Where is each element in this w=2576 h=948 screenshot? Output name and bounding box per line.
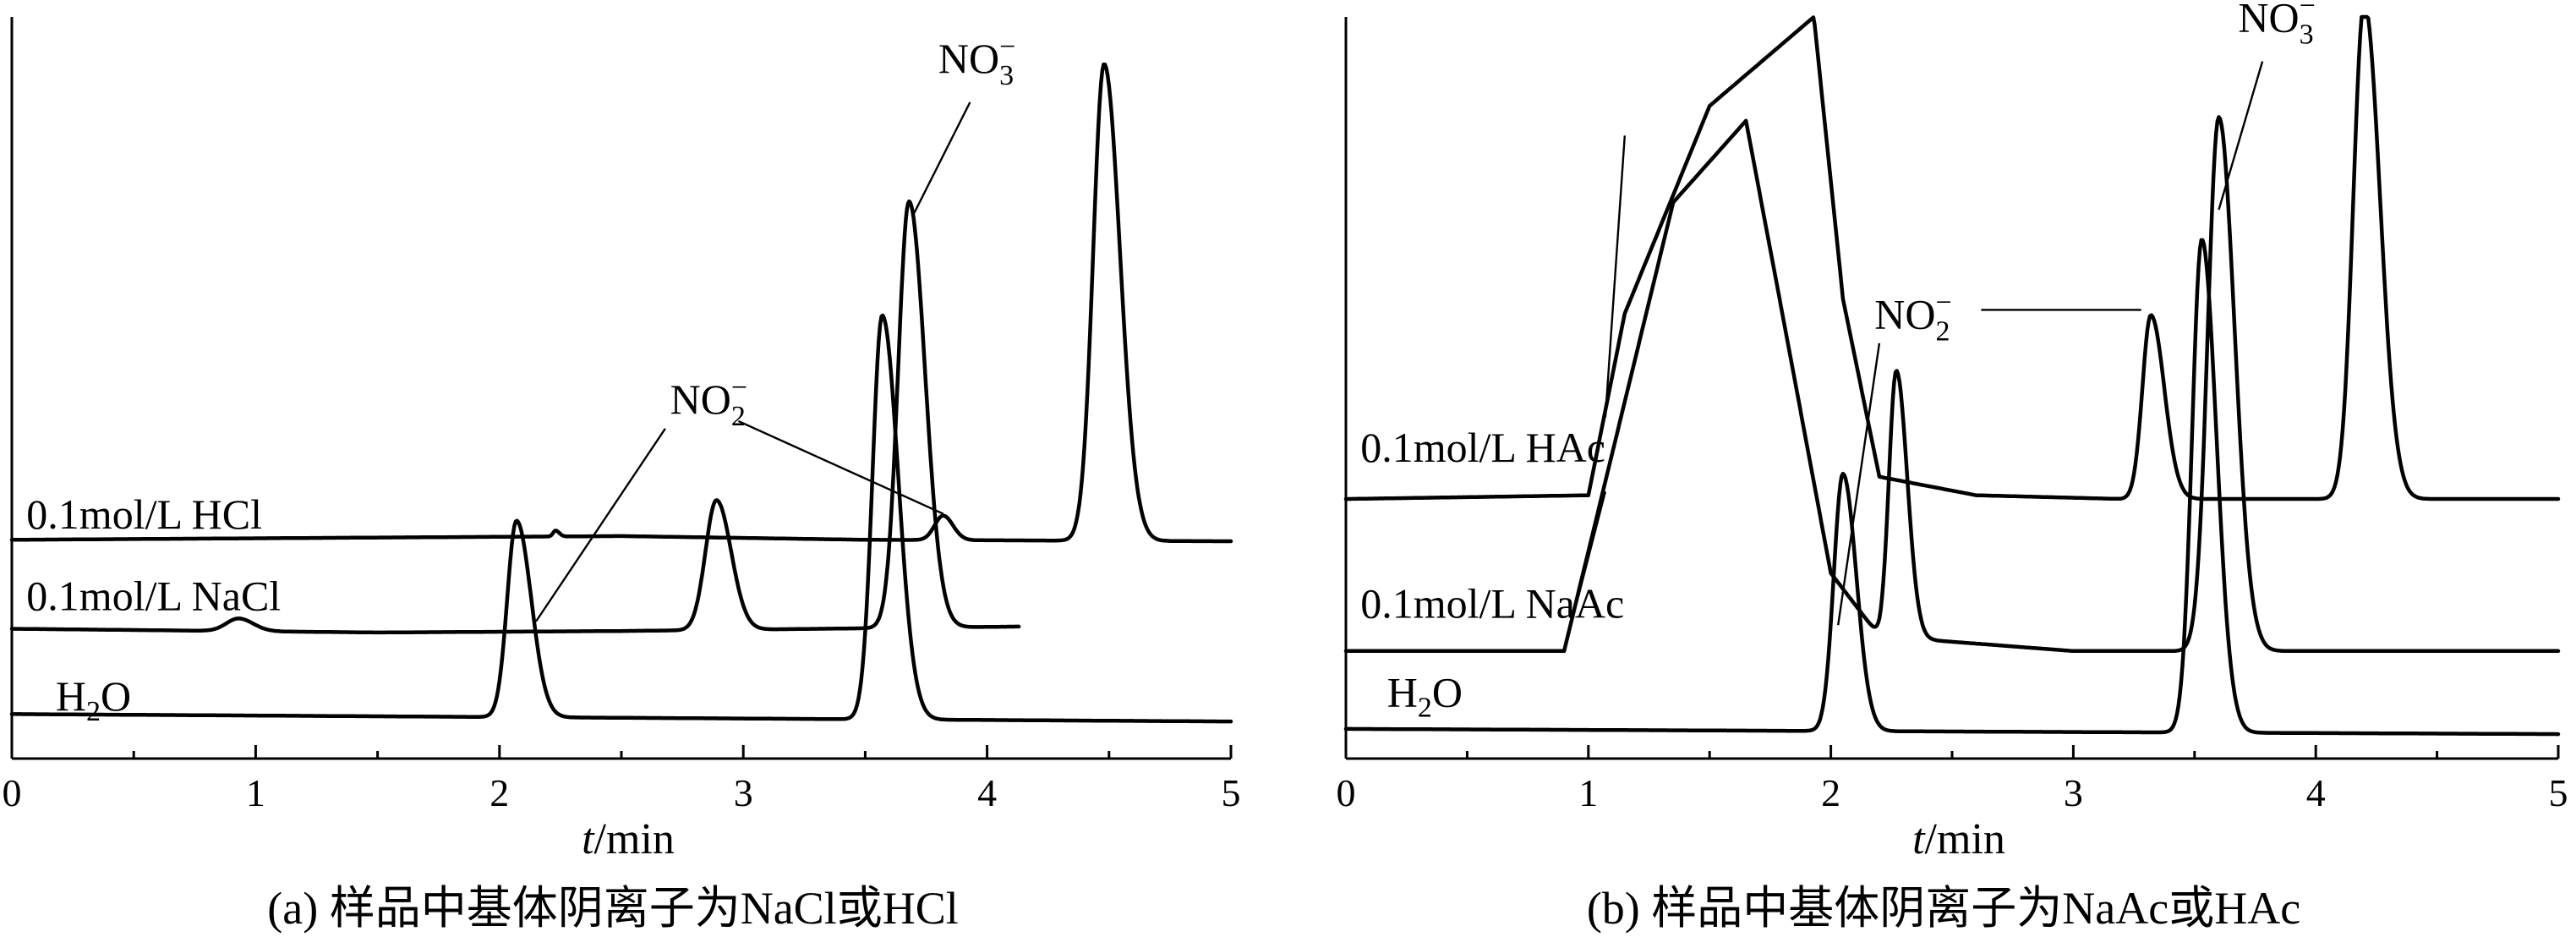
peak-annotation-part: −: [1935, 287, 1951, 318]
x-tick-label: 5: [2549, 771, 2568, 814]
peak-annotation-part: −: [731, 372, 747, 403]
panel-caption: (b) 样品中基体阴离子为NaAc或HAc: [1587, 883, 2300, 934]
x-tick-label: 0: [1337, 771, 1356, 814]
trace-label-part: O: [101, 672, 131, 720]
trace-label: H2O: [1387, 669, 1463, 724]
x-tick-label: 1: [1578, 771, 1598, 814]
x-tick-label: 3: [734, 771, 753, 814]
trace-label: 0.1mol/L NaCl: [26, 573, 281, 620]
chromatogram-trace: [1343, 238, 2561, 737]
peak-annotation: NO− 3: [2238, 0, 2315, 51]
peak-annotation-part: NO: [938, 35, 999, 82]
chromatogram-trace: [9, 313, 1233, 724]
annotation-leader-line: [737, 419, 944, 515]
peak-annotation-part: −: [2300, 0, 2316, 22]
panel-b: 0 1 2 3 4 5t/min(b) 样品中基体阴离子为NaAc或HAcH2O0.1mo…: [1337, 0, 2568, 934]
x-axis-label: t/min: [582, 815, 675, 863]
panel-a: 0 1 2 3 4 5t/min(a) 样品中基体阴离子为NaCl或HClH2O0.1mo…: [3, 17, 1241, 934]
x-tick-label: 2: [489, 771, 509, 814]
peak-annotation-part: −: [999, 31, 1015, 63]
peak-annotation-part: 3: [2300, 19, 2314, 51]
peak-annotation-part: 2: [731, 401, 746, 432]
x-axis-label-var: t: [582, 815, 595, 863]
peak-annotation: NO− 2: [1874, 287, 1951, 347]
peak-annotation-part: NO: [670, 375, 731, 423]
peak-annotation: NO− 3: [938, 31, 1015, 91]
annotation-leader-line: [535, 428, 666, 622]
peak-annotation-part: NO: [2238, 0, 2299, 41]
peak-annotation-part: NO: [1874, 290, 1935, 337]
peak-annotation-part: 2: [1935, 315, 1950, 347]
x-tick-label: 2: [1821, 771, 1840, 814]
chromatogram-trace: [1343, 14, 2561, 501]
x-axis-label-var: t: [1912, 815, 1926, 863]
x-tick-label: 4: [977, 771, 997, 814]
x-axis-label: t/min: [1912, 815, 2005, 863]
trace-label: 0.1mol/L HAc: [1360, 424, 1605, 471]
x-axis-label-unit: /min: [1925, 815, 2005, 863]
chromatogram-trace: [9, 199, 1021, 635]
peak-annotation: NO− 2: [670, 372, 747, 432]
x-tick-label: 4: [2306, 771, 2326, 814]
x-tick-label: 5: [1222, 771, 1241, 814]
annotation-leader-line: [913, 101, 971, 214]
panel-caption: (a) 样品中基体阴离子为NaCl或HCl: [267, 883, 958, 934]
x-axis-label-unit: /min: [594, 815, 675, 863]
x-tick-label: 1: [246, 771, 265, 814]
trace-label: H2O: [56, 672, 131, 727]
trace-label-part: H: [1387, 669, 1418, 716]
annotation-leader-line: [1837, 342, 1881, 626]
x-tick-label: 3: [2064, 771, 2083, 814]
x-tick-label: 0: [3, 771, 22, 814]
trace-label-part: O: [1432, 669, 1463, 716]
trace-label-part: 2: [86, 696, 101, 727]
trace-label-part: H: [56, 672, 86, 720]
peak-annotation-part: 3: [999, 60, 1014, 91]
annotation-leader-line: [2218, 61, 2264, 211]
annotation-leader-line: [1578, 490, 1607, 596]
chromatogram-trace: [9, 62, 1233, 544]
trace-label: 0.1mol/L NaAc: [1360, 579, 1624, 627]
chromatogram-trace: [1343, 115, 2561, 654]
annotation-leader-line: [1604, 135, 1627, 418]
trace-label-part: 2: [1418, 693, 1432, 724]
trace-label: 0.1mol/L HCl: [26, 490, 262, 538]
